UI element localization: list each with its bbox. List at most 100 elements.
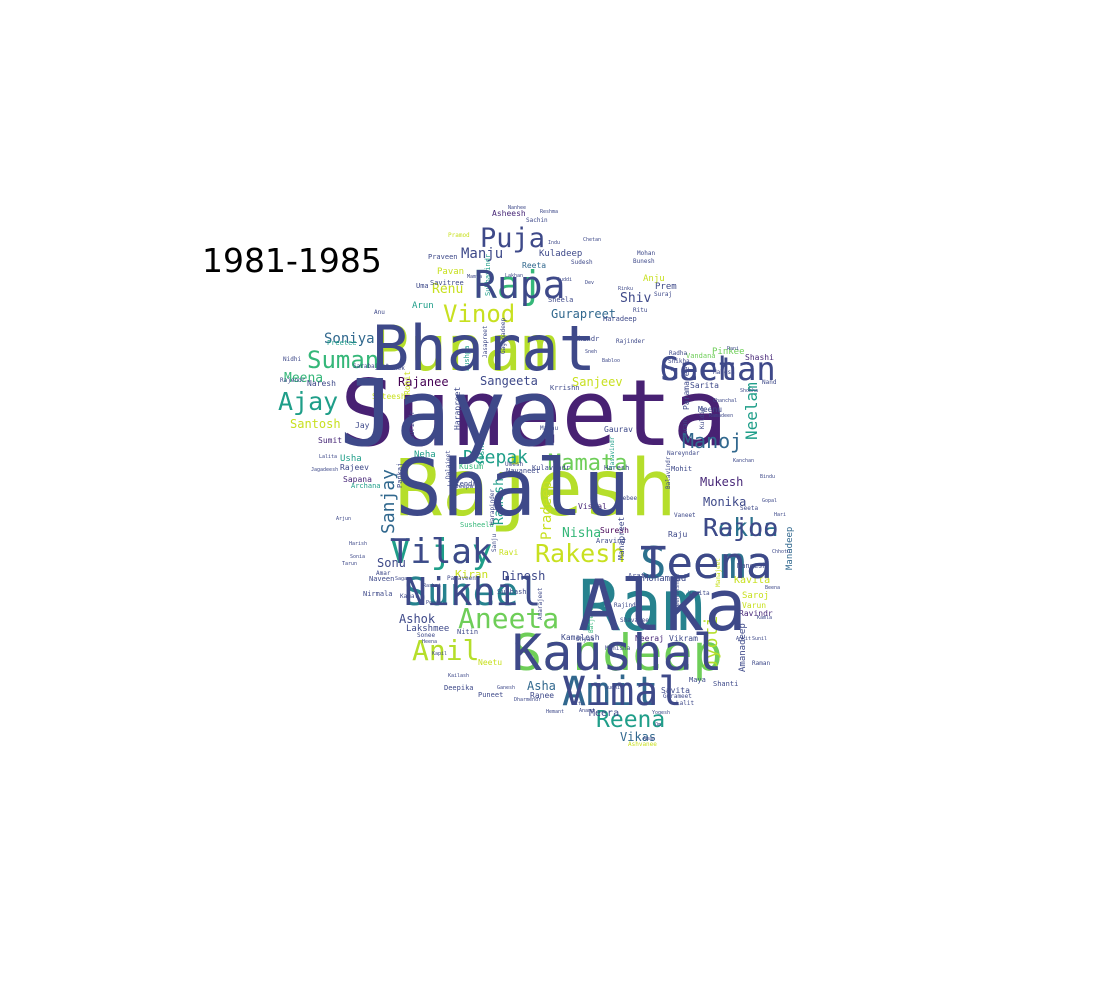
word-vandana: Vandana [686, 352, 716, 360]
word-dharmendr: Dharmendr [514, 697, 541, 703]
word-nirmala: Nirmala [363, 590, 393, 598]
word-kapil: Kapil [432, 651, 447, 657]
word-neeraj: Neeraj [635, 634, 664, 643]
word-anu: Anu [374, 309, 385, 316]
word-shashi: Shashi [745, 353, 774, 362]
word-susheela: Susheela [460, 521, 494, 529]
word-nand: Nand [762, 379, 777, 386]
word-ravi: Ravi [499, 548, 518, 557]
word-ganesh: Ganesh [497, 685, 515, 691]
word-suman: Suman [307, 346, 379, 374]
word-paramajeet: Paramajeet [682, 362, 691, 410]
word-savitree: Savitree [430, 279, 464, 287]
word-hemant: Hemant [546, 709, 564, 715]
word-vanita: Vanita [688, 590, 710, 597]
word-nitu: Nitu [572, 701, 584, 707]
word-pradeep: Pradeep [539, 481, 555, 540]
word-reshma: Reshma [540, 209, 558, 215]
word-shiv: Shiv [620, 291, 651, 306]
word-ashok: Ashok [399, 612, 436, 626]
word-ajay: Ajay [278, 387, 338, 416]
word-pooja: Pooja [426, 600, 441, 606]
word-meenu: Meenu [698, 405, 722, 414]
word-naresh: Naresh [307, 379, 336, 388]
word-rajeev: Rajeev [340, 463, 369, 472]
word-aravind: Aravind [596, 537, 626, 545]
word-maya: Maya [689, 676, 706, 684]
word-chanchal: Chanchal [713, 398, 737, 404]
word-ramesh: Ramesh [492, 478, 507, 525]
word-sateesh: Sateesh [372, 392, 406, 401]
word-aneeta: Aneeta [458, 602, 559, 635]
word-nikhil: Nikhil [404, 570, 541, 614]
word-soniya: Soniya [324, 331, 375, 347]
word-radha: Radha [669, 350, 687, 357]
word-tilak: Tilak [390, 532, 492, 572]
word-vaneet: Vaneet [674, 512, 696, 519]
word-kailash: Kailash [448, 673, 469, 679]
word-sudhir: Sudhir [605, 685, 623, 691]
word-preetee: Preetee [327, 339, 357, 347]
word-ritu: Ritu [633, 307, 648, 314]
word-jay: Jay [355, 421, 370, 430]
word-anil: Anil [412, 634, 479, 667]
word-shobha: Shobha [740, 388, 758, 394]
word-arjun: Arjun [336, 516, 351, 522]
word-reeta: Reeta [522, 261, 546, 270]
word-karan: Karan [682, 420, 689, 438]
word-aman: Aman [643, 736, 655, 742]
word-vimal: Vimal [562, 669, 682, 715]
word-ranee: Ranee [530, 691, 554, 700]
word-gurameet: Gurameet [663, 693, 692, 700]
word-pavan: Pavan [437, 267, 464, 277]
word-lakshmee: Lakshmee [406, 624, 449, 634]
word-jasavindr: Jasavindr [609, 436, 616, 469]
word-manapreet: Manapreet [617, 516, 626, 560]
word-bindu: Bindu [760, 474, 775, 480]
word-mamta: Mamta [467, 274, 482, 280]
word-shavanee: Shavanee [620, 617, 649, 624]
word-shikha: Shikha [668, 358, 690, 365]
word-shyam: Shyam [576, 636, 594, 643]
word-meenakshee: Meenakshee [674, 573, 681, 610]
word-sunil: Sunil [752, 636, 767, 642]
word-kamalesh: Kamalesh [561, 633, 600, 642]
word-manju: Manju [461, 246, 503, 262]
word-rekha: Rekha [703, 513, 778, 542]
word-deepa: Deepa [455, 483, 473, 490]
word-usha: Usha [340, 454, 362, 464]
word-mohammad: Mohammad [643, 574, 686, 584]
word-ram: Ram [578, 565, 704, 647]
word-raj: Raj [474, 263, 543, 307]
word-saroj: Saroj [742, 591, 769, 601]
word-sonu: Sonu [377, 556, 406, 570]
word-pramod: Pramod [448, 232, 470, 239]
word-varun: Varun [742, 601, 766, 610]
word-rajinder: Rajinder [616, 338, 645, 345]
word-neelam: Neelam [742, 382, 761, 440]
word-savita: Savita [661, 686, 690, 695]
word-shanti: Shanti [713, 680, 738, 688]
word-tarun: Tarun [342, 561, 357, 567]
word-praveen: Praveen [428, 253, 458, 261]
word-ramadeen: Ramadeen [709, 413, 733, 419]
word-amar: Amar [376, 570, 391, 577]
word-amanadeep: Amanadeep [738, 623, 748, 672]
word-vikas: Vikas [620, 730, 656, 744]
word-kanchan: Kanchan [733, 458, 754, 464]
word-maneesh: Maneesh [737, 562, 767, 570]
word-sneh: Sneh [585, 349, 597, 355]
word-punam: Punam [372, 312, 559, 385]
word-manoj: Manoj [682, 429, 742, 453]
word-sonia: Sonia [350, 554, 365, 560]
period-title: 1981-1985 [202, 241, 382, 280]
word-rajoo: Rajoo [703, 513, 778, 542]
word-meera: Meera [589, 708, 619, 719]
word-kusum: Kusum [459, 462, 483, 471]
word-pankaj: Pankaj [396, 463, 404, 488]
word-sheela: Sheela [548, 296, 573, 304]
word-nanhee: Nanhee [508, 205, 526, 211]
word-puneet: Puneet [478, 691, 503, 699]
word-sarabajeet: Sarabajeet [353, 363, 390, 370]
